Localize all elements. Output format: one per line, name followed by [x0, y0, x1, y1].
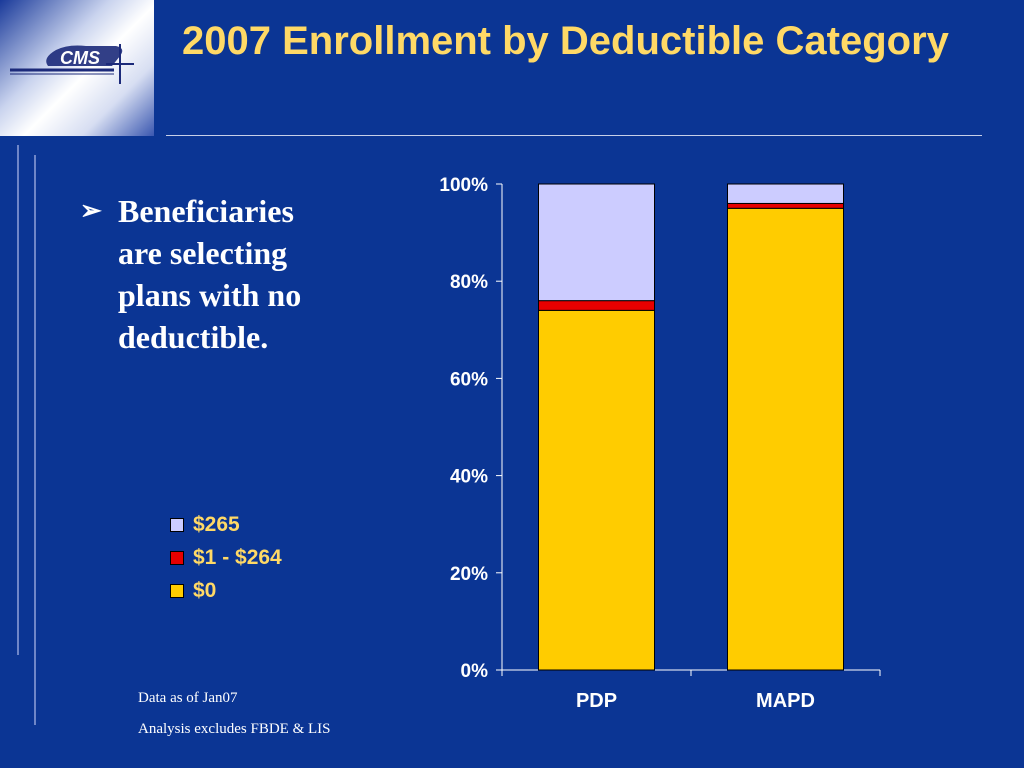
cms-logo-text: CMS [60, 48, 100, 68]
legend-label: $1 - $264 [193, 545, 282, 569]
legend-label: $265 [193, 512, 240, 536]
y-tick-label: 100% [439, 175, 488, 196]
bullet-text: Beneficiaries are selecting plans with n… [118, 193, 302, 355]
bar-segment [538, 309, 655, 671]
bar-segment [727, 207, 844, 671]
y-tick-label: 0% [461, 661, 489, 682]
y-tick-label: 40% [450, 467, 488, 488]
bar-segment [538, 183, 655, 302]
y-tick-label: 20% [450, 564, 488, 585]
legend-label: $0 [193, 578, 217, 602]
bullet-point: ➢ Beneficiaries are selecting plans with… [80, 190, 340, 358]
legend-item: $1 - $264 [170, 541, 282, 574]
title-divider [166, 135, 982, 136]
y-tick-label: 80% [450, 272, 488, 293]
arrow-bullet-icon: ➢ [80, 196, 102, 225]
legend-item: $0 [170, 574, 282, 607]
legend-swatch [170, 517, 184, 532]
chart-legend: $265 $1 - $264 $0 [170, 508, 282, 607]
x-category-label: MAPD [756, 690, 815, 712]
bar-segment [538, 300, 655, 311]
legend-swatch [170, 583, 184, 598]
cms-logo-icon: CMS [10, 44, 134, 84]
x-category-label: PDP [576, 690, 617, 712]
decorative-line-right [34, 155, 36, 725]
legend-swatch [170, 550, 184, 565]
y-tick-label: 60% [450, 369, 488, 390]
page-title: 2007 Enrollment by Deductible Category [182, 19, 949, 63]
cms-logo: CMS [0, 0, 154, 136]
exclusion-note: Analysis excludes FBDE & LIS [138, 721, 331, 737]
bar-segment [727, 183, 844, 204]
bar-segment [727, 202, 844, 209]
data-date-note: Data as of Jan07 [138, 690, 238, 706]
decorative-line-left [17, 145, 19, 655]
legend-item: $265 [170, 508, 282, 541]
enrollment-bar-chart: 0% 20% 40% 60% 80% 100% PDP MAPD [439, 175, 881, 712]
